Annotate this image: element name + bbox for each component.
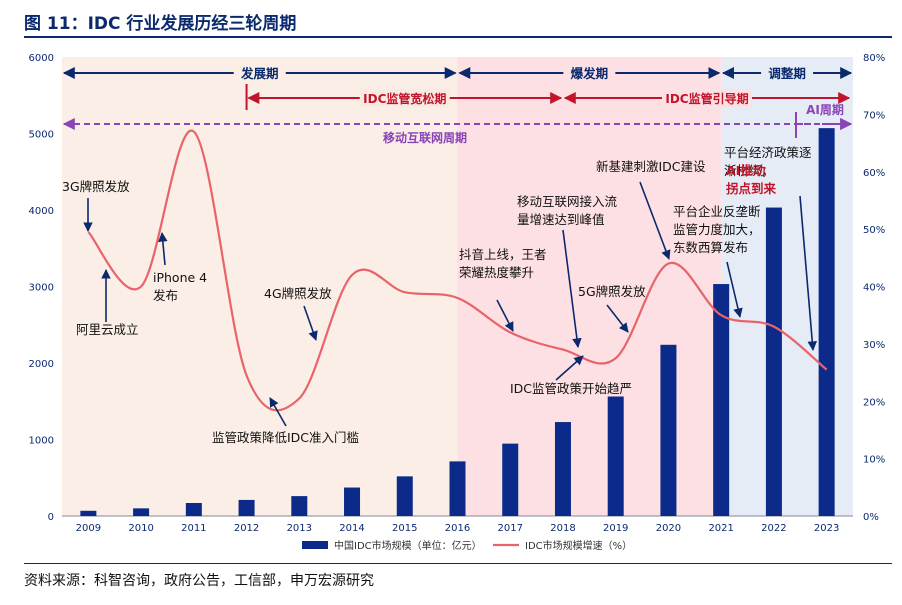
y-right-tick-label: 20%	[863, 397, 885, 408]
phase-label-backdrop	[761, 64, 814, 82]
bar	[660, 344, 677, 516]
annotation-arrow	[639, 181, 671, 260]
bar	[713, 284, 730, 516]
bar	[554, 422, 571, 516]
legend-line-label: IDC市场规模增速（%）	[525, 539, 632, 552]
bar	[818, 128, 835, 516]
y-right-tick-label: 30%	[863, 340, 885, 351]
period-backgrounds	[62, 57, 853, 516]
bar	[344, 487, 361, 516]
annotation-arrow	[496, 299, 514, 332]
figure-title: 图 11：IDC 行业发展历经三轮周期	[24, 14, 297, 34]
source-rule	[24, 563, 892, 564]
x-tick-label: 2018	[550, 523, 575, 534]
bar	[80, 510, 97, 516]
y-right-tick-label: 60%	[863, 168, 885, 179]
x-tick-label: 2011	[181, 523, 206, 534]
annotation-text: 监管政策降低IDC准入门槛	[212, 430, 359, 445]
bar	[185, 502, 202, 516]
mobile-cycle-label: 移动互联网周期	[383, 130, 467, 145]
axes: 0 1000 2000 3000 4000 5000 6000 0% 10% 20% 30% 40% 5…	[29, 53, 886, 534]
legend: 中国IDC市场规模（单位：亿元） IDC市场规模增速（%）	[302, 539, 632, 552]
bar	[765, 207, 782, 516]
x-tick-label: 2012	[234, 523, 259, 534]
phase-label-backdrop	[563, 64, 616, 82]
y-left-tick-label: 2000	[29, 359, 54, 370]
x-tick-label: 2019	[603, 523, 628, 534]
x-tick-label: 2016	[445, 523, 470, 534]
annotation-arrow	[158, 232, 168, 266]
phase-label: 爆发期	[571, 66, 609, 81]
annotation-arrow	[303, 305, 318, 341]
annotation-arrow	[799, 195, 818, 351]
y-right-tick-label: 50%	[863, 225, 885, 236]
annotation-text: 4G牌照发放	[264, 286, 332, 301]
period-bg	[62, 57, 458, 516]
annotation-arrow	[269, 397, 287, 427]
y-left-tick-label: 5000	[29, 130, 54, 141]
phase-label: 调整期	[768, 66, 806, 81]
y-left-tick-label: 0	[48, 512, 54, 523]
bar	[238, 499, 255, 516]
annotation-arrow	[726, 261, 743, 318]
x-tick-label: 2010	[128, 523, 153, 534]
ai-cycle-label: AI周期	[806, 102, 844, 117]
policy-label-backdrop	[359, 89, 450, 107]
y-left-tick-label: 1000	[29, 436, 54, 447]
phase-label: 发展期	[240, 66, 279, 81]
bar	[502, 443, 519, 516]
period-bg	[457, 57, 722, 516]
source-note: 资料来源：科智咨询，政府公告，工信部，申万宏源研究	[24, 573, 374, 589]
annotation-arrow	[562, 229, 582, 348]
growth-line	[87, 129, 828, 412]
y-left-tick-label: 6000	[29, 53, 54, 64]
growth-line-path	[87, 129, 828, 412]
annotation-text: 移动互联网接入流量增速达到峰值	[517, 194, 618, 227]
policy-label: IDC监管引导期	[665, 91, 748, 106]
y-left-tick-label: 4000	[29, 206, 54, 217]
legend-bar-label: 中国IDC市场规模（单位：亿元）	[334, 539, 482, 552]
legend-bar-swatch	[302, 541, 328, 549]
x-tick-label: 2014	[339, 523, 364, 534]
phase-label-backdrop	[233, 64, 286, 82]
x-tick-label: 2020	[656, 523, 681, 534]
bar	[291, 496, 308, 516]
x-tick-label: 2021	[708, 523, 733, 534]
annotation-text: 5G牌照发放	[578, 284, 646, 299]
annotation-text: 阿里云成立	[76, 322, 139, 337]
bar	[396, 476, 413, 516]
x-tick-label: 2017	[498, 523, 523, 534]
y-right-tick-label: 80%	[863, 53, 885, 64]
policy-label-backdrop	[661, 89, 752, 107]
y-left-tick-label: 3000	[29, 283, 54, 294]
y-right-tick-label: 0%	[863, 512, 879, 523]
bar	[607, 396, 624, 516]
y-right-tick-label: 40%	[863, 283, 885, 294]
y-right-tick-label: 10%	[863, 455, 885, 466]
annotation-text: AI推动拐点到来	[726, 163, 777, 196]
x-tick-label: 2009	[76, 523, 101, 534]
bars	[80, 128, 835, 516]
annotation-arrow	[555, 355, 584, 381]
annotation-text: 3G牌照发放	[62, 179, 130, 194]
annotation-text: 新基建刺激IDC建设	[596, 159, 706, 174]
title-rule	[24, 36, 892, 38]
bar	[449, 461, 466, 516]
annotation-arrow	[606, 304, 629, 333]
annotation-text: 平台经济政策逐渐松绑；	[724, 145, 812, 178]
y-right-tick-label: 70%	[863, 110, 885, 121]
bar	[133, 508, 150, 516]
policy-label: IDC监管宽松期	[363, 91, 446, 106]
x-tick-label: 2023	[814, 523, 839, 534]
annotation-text: 平台企业反垄断监管力度加大，东数西算发布	[673, 204, 761, 255]
x-tick-label: 2013	[287, 523, 312, 534]
x-tick-label: 2022	[761, 523, 786, 534]
annotation-text: IDC监管政策开始趋严	[510, 381, 632, 396]
x-tick-label: 2015	[392, 523, 417, 534]
annotation-text: iPhone 4 发布	[153, 270, 207, 303]
annotation-text: 抖音上线，王者荣耀热度攀升	[459, 247, 547, 280]
